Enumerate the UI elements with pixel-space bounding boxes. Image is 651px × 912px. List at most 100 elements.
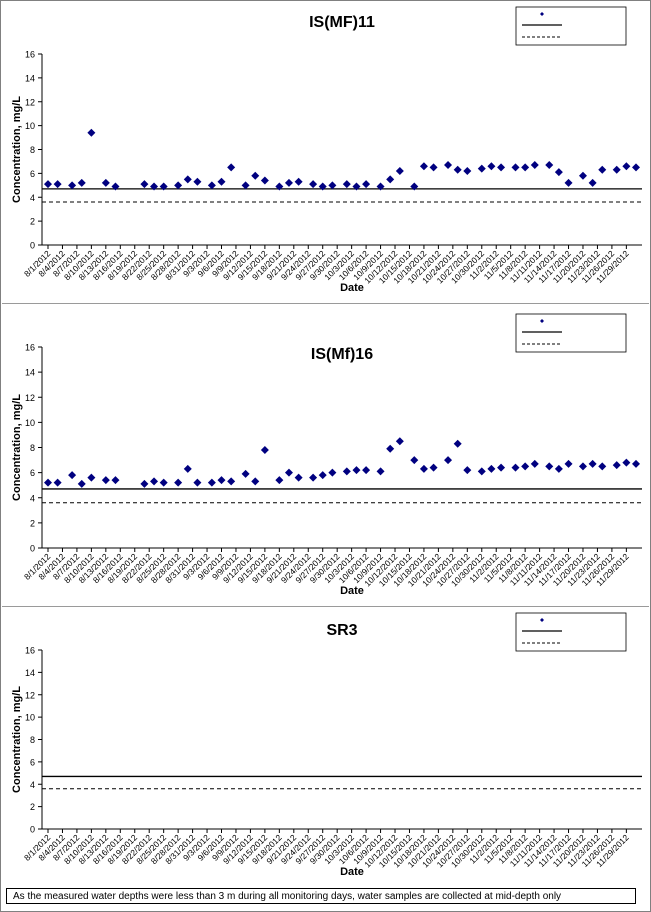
x-axis-label: Date bbox=[340, 282, 364, 294]
chart-is-mf-16: IS(Mf)16 0 2 4 6 8 10 12 14 16 Concentration, mg/L… bbox=[11, 313, 642, 597]
data-point bbox=[622, 458, 631, 467]
data-point bbox=[150, 477, 159, 486]
y-axis-label: Concentration, mg/L bbox=[11, 394, 23, 501]
data-point bbox=[77, 479, 86, 488]
data-point bbox=[159, 478, 168, 487]
data-point bbox=[111, 476, 120, 485]
y-tick-label: 4 bbox=[30, 493, 35, 503]
y-axis-label: Concentration, mg/L bbox=[11, 96, 23, 203]
data-point bbox=[545, 462, 554, 471]
y-tick-label: 0 bbox=[30, 544, 35, 554]
data-point bbox=[463, 466, 472, 475]
data-point bbox=[564, 178, 573, 187]
data-point bbox=[241, 181, 250, 190]
data-point bbox=[511, 463, 520, 472]
data-point bbox=[477, 467, 486, 476]
y-tick-label: 8 bbox=[30, 443, 35, 453]
data-point bbox=[362, 180, 371, 189]
data-point bbox=[521, 462, 530, 471]
data-point bbox=[598, 462, 607, 471]
data-point bbox=[419, 464, 428, 473]
data-point bbox=[632, 459, 640, 468]
y-tick-label: 4 bbox=[30, 193, 35, 203]
data-point bbox=[395, 437, 404, 446]
data-point bbox=[77, 178, 86, 187]
data-point bbox=[362, 466, 371, 475]
chart-panel-1: IS(MF)11 0 2 4 6 8 10 12 14 16 Concentration, mg/L… bbox=[2, 1, 649, 303]
data-point bbox=[453, 439, 462, 448]
data-point bbox=[429, 463, 438, 472]
data-point bbox=[497, 163, 506, 172]
data-point bbox=[444, 456, 453, 465]
x-axis-label: Date bbox=[340, 585, 364, 597]
data-point bbox=[342, 180, 351, 189]
data-point bbox=[598, 165, 607, 174]
data-point bbox=[159, 182, 168, 191]
data-point bbox=[111, 182, 120, 191]
data-point bbox=[101, 178, 110, 187]
data-point bbox=[241, 469, 250, 478]
data-point bbox=[395, 166, 404, 175]
y-tick-label: 12 bbox=[25, 393, 35, 403]
data-point bbox=[530, 459, 539, 468]
data-point bbox=[251, 171, 260, 180]
y-tick-label: 2 bbox=[30, 802, 35, 812]
data-point bbox=[44, 478, 52, 487]
y-tick-label: 2 bbox=[30, 518, 35, 528]
legend-marker-swatch bbox=[540, 319, 544, 323]
y-tick-label: 16 bbox=[25, 646, 35, 656]
data-point bbox=[309, 180, 318, 189]
data-point bbox=[612, 165, 621, 174]
legend-box bbox=[515, 313, 627, 353]
data-point bbox=[463, 166, 472, 175]
data-point bbox=[44, 180, 52, 189]
y-tick-label: 16 bbox=[25, 343, 35, 353]
data-point bbox=[588, 178, 597, 187]
y-tick-label: 14 bbox=[25, 368, 35, 378]
y-tick-label: 0 bbox=[30, 241, 35, 251]
data-point bbox=[309, 473, 318, 482]
chart-title: SR3 bbox=[326, 622, 357, 639]
data-point bbox=[622, 162, 631, 171]
data-point bbox=[352, 182, 361, 191]
y-tick-label: 2 bbox=[30, 217, 35, 227]
y-tick-label: 14 bbox=[25, 73, 35, 83]
data-point bbox=[193, 177, 202, 186]
legend-marker-swatch bbox=[540, 12, 544, 16]
data-point bbox=[275, 182, 284, 191]
data-point bbox=[207, 478, 216, 487]
data-point bbox=[328, 181, 337, 190]
data-point bbox=[487, 464, 496, 473]
data-point bbox=[386, 444, 395, 453]
data-point bbox=[386, 175, 395, 184]
data-point bbox=[521, 163, 530, 172]
data-point bbox=[217, 476, 226, 485]
y-tick-label: 14 bbox=[25, 668, 35, 678]
chart-is-mf-11: IS(MF)11 0 2 4 6 8 10 12 14 16 Concentration, mg/L… bbox=[11, 6, 642, 294]
data-point bbox=[612, 461, 621, 470]
data-point bbox=[140, 180, 149, 189]
y-tick-label: 4 bbox=[30, 780, 35, 790]
data-point bbox=[183, 175, 192, 184]
data-point bbox=[588, 459, 597, 468]
panel-divider bbox=[2, 303, 649, 304]
data-point bbox=[477, 164, 486, 173]
panel-divider bbox=[2, 606, 649, 607]
x-axis-label: Date bbox=[340, 866, 364, 878]
y-tick-label: 12 bbox=[25, 690, 35, 700]
data-point bbox=[342, 467, 351, 476]
y-tick-label: 8 bbox=[30, 145, 35, 155]
data-point bbox=[429, 163, 438, 172]
data-point bbox=[376, 182, 385, 191]
data-point bbox=[174, 478, 183, 487]
data-point bbox=[487, 162, 496, 171]
data-point bbox=[410, 456, 419, 465]
y-tick-label: 10 bbox=[25, 121, 35, 131]
chart-panel-2: IS(Mf)16 0 2 4 6 8 10 12 14 16 Concentration, mg/L… bbox=[2, 304, 649, 606]
data-point bbox=[227, 477, 236, 486]
y-tick-label: 12 bbox=[25, 97, 35, 107]
data-point bbox=[284, 468, 293, 477]
data-point bbox=[410, 182, 419, 191]
